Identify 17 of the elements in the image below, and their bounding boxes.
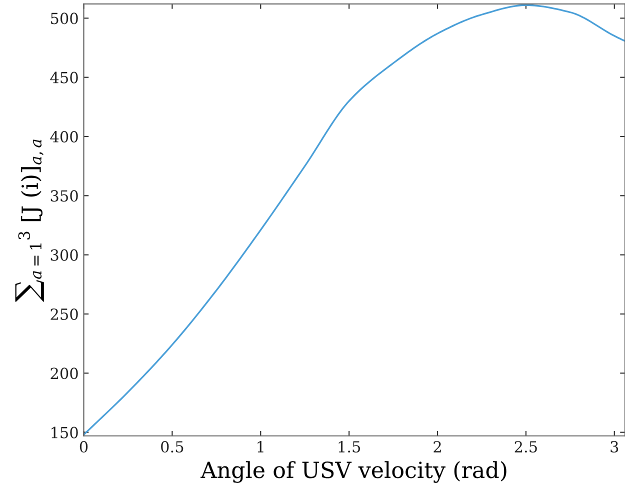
y-tick-label: 450 bbox=[50, 72, 78, 84]
x-tick-label: 3 bbox=[610, 441, 618, 453]
x-tick-label: 1.5 bbox=[338, 441, 360, 453]
y-tick-label: 500 bbox=[51, 12, 78, 24]
y-tick-label: 200 bbox=[50, 368, 78, 380]
x-tick-label: 2 bbox=[434, 441, 441, 452]
x-axis-title: Angle of USV velocity (rad) bbox=[200, 461, 506, 483]
y-axis-title: ∑$_{a=1}$$^{3}$ [J (i)]$_{a,a}$ bbox=[15, 140, 44, 302]
x-tick-label: 2.5 bbox=[514, 441, 537, 453]
y-tick-label: 400 bbox=[50, 130, 78, 143]
y-tick-label: 350 bbox=[50, 190, 78, 202]
y-tick-label: 300 bbox=[50, 249, 78, 261]
y-tick-label: 150 bbox=[52, 426, 78, 438]
x-tick-label: 0.5 bbox=[161, 441, 184, 453]
x-tick-label: 1 bbox=[258, 441, 264, 452]
x-tick-label: 0 bbox=[80, 441, 88, 453]
y-tick-label: 250 bbox=[50, 308, 78, 320]
